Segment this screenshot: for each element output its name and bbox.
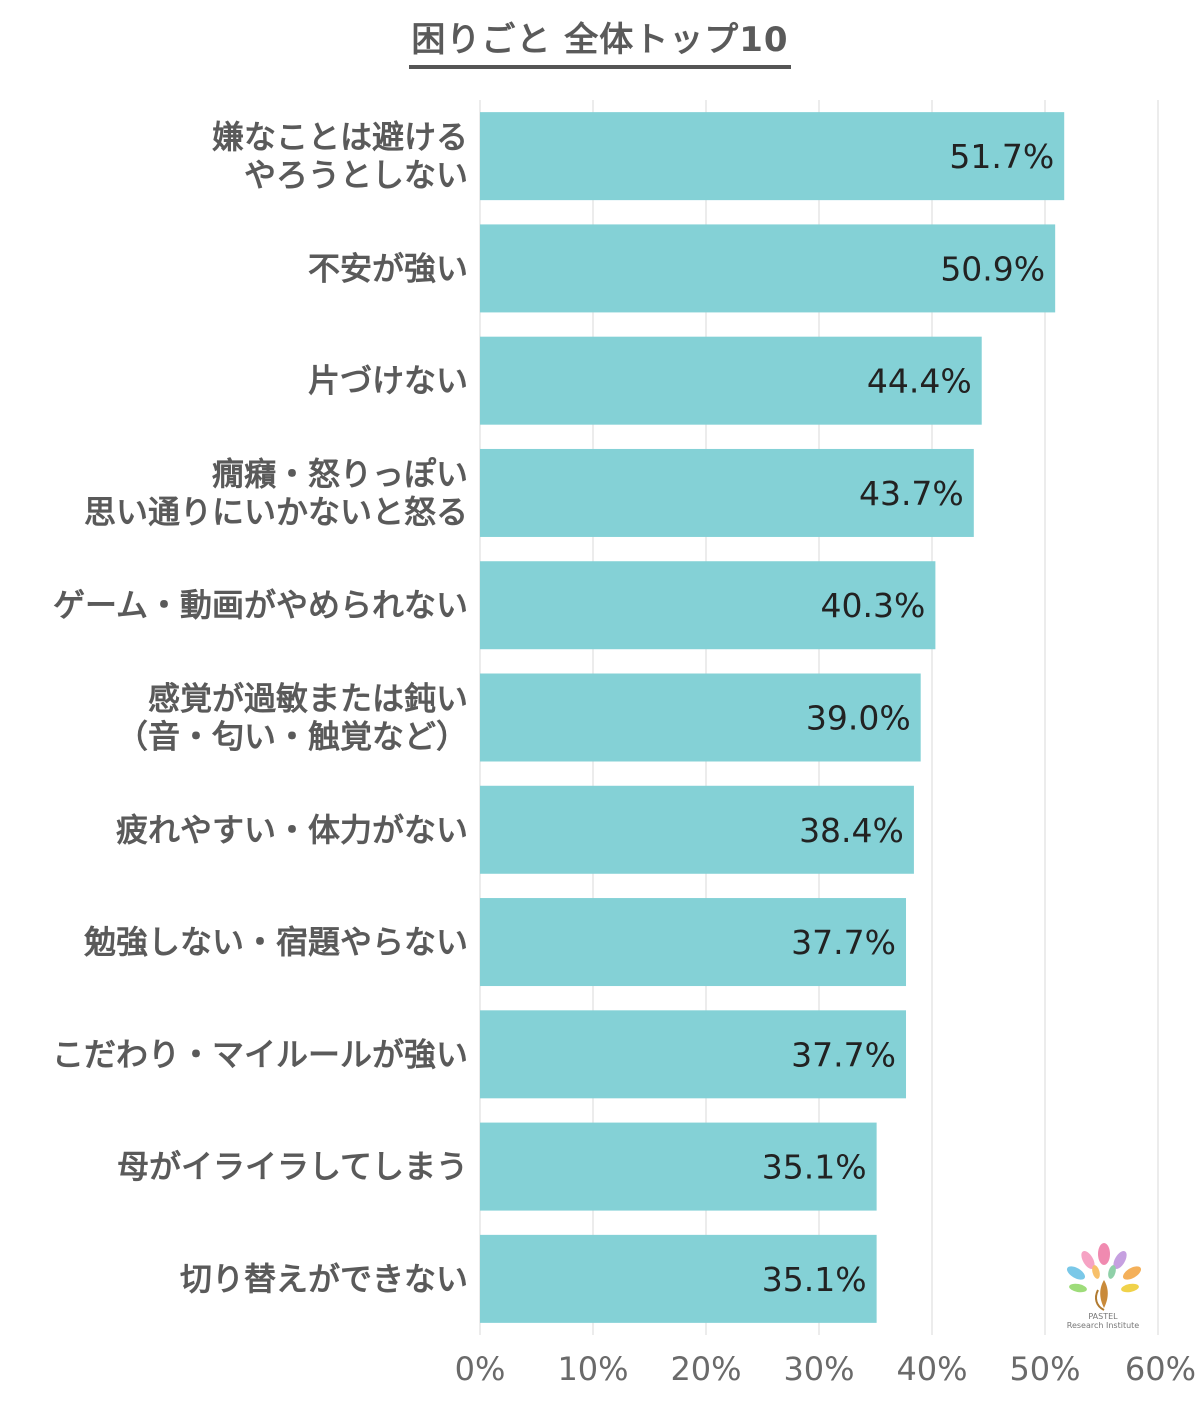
category-label: 思い通りにいかないと怒る: [84, 493, 468, 531]
category-label: 感覚が過敏または鈍い: [148, 680, 468, 718]
bar: [480, 448, 974, 537]
logo-text: PASTEL Research Institute: [1050, 1312, 1156, 1330]
category-label: 不安が強い: [308, 249, 468, 287]
category-label: 片づけない: [308, 362, 468, 400]
data-label: 38.4%: [799, 811, 904, 850]
bar: [480, 561, 936, 650]
category-label: 疲れやすい・体力がない: [116, 811, 468, 849]
data-label: 51.7%: [949, 137, 1054, 176]
data-label: 43.7%: [859, 474, 964, 513]
tick-label: 60%: [1125, 1350, 1196, 1388]
tree-icon: [1066, 1243, 1142, 1311]
chart-title-wrap: 困りごと 全体トップ10: [0, 12, 1200, 69]
logo-line-1: PASTEL: [1088, 1312, 1118, 1321]
category-label: （音・匂い・触覚など）: [116, 718, 468, 756]
category-label: 嫌なことは避ける: [212, 118, 468, 156]
chart-title: 困りごと 全体トップ10: [409, 12, 791, 69]
tick-label: 10%: [557, 1350, 628, 1388]
bar: [480, 112, 1065, 201]
logo-line-2: Research Institute: [1066, 1321, 1140, 1330]
category-label: 癇癪・怒りっぽい: [212, 455, 468, 493]
tick-label: 30%: [783, 1350, 854, 1388]
data-label: 35.1%: [762, 1260, 867, 1299]
category-label: 切り替えができない: [180, 1260, 468, 1298]
category-label: やろうとしない: [244, 156, 468, 194]
bar: [480, 898, 907, 987]
bar: [480, 785, 914, 874]
data-label: 37.7%: [791, 923, 896, 962]
bar: [480, 1010, 907, 1099]
bar: [480, 673, 921, 762]
data-label: 35.1%: [762, 1148, 867, 1187]
bar: [480, 224, 1056, 313]
data-label: 39.0%: [806, 699, 911, 738]
bar: [480, 336, 982, 425]
tick-label: 20%: [670, 1350, 741, 1388]
category-label: 勉強しない・宿題やらない: [83, 923, 468, 961]
category-label: ゲーム・動画がやめられない: [53, 586, 468, 624]
category-label: こだわり・マイルールが強い: [52, 1035, 468, 1073]
data-label: 37.7%: [791, 1035, 896, 1074]
data-label: 40.3%: [821, 586, 926, 625]
data-label: 50.9%: [940, 249, 1045, 288]
tick-label: 0%: [455, 1350, 506, 1388]
tick-label: 40%: [896, 1350, 967, 1388]
data-label: 44.4%: [867, 362, 972, 401]
category-label: 母がイライラしてしまう: [117, 1148, 468, 1186]
bar: [480, 1122, 877, 1211]
bar: [480, 1234, 877, 1323]
tick-label: 50%: [1009, 1350, 1080, 1388]
